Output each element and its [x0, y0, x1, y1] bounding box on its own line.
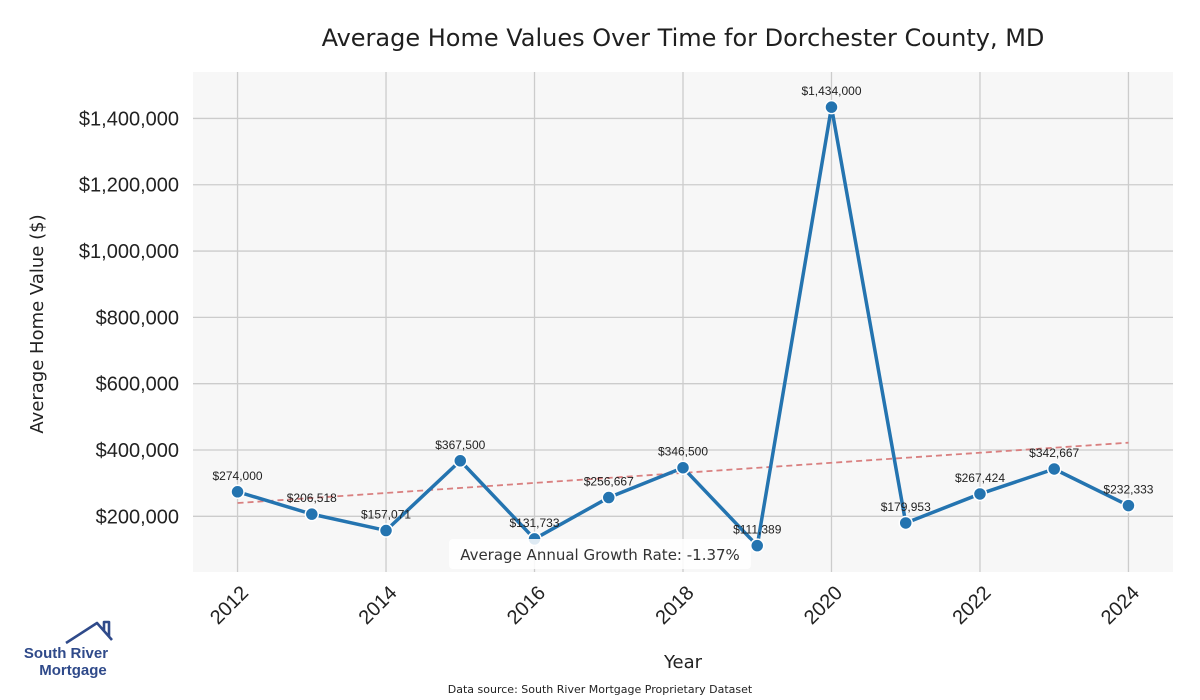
data-label: $1,434,000 — [801, 84, 861, 98]
y-tick-label: $400,000 — [96, 440, 179, 462]
data-source: Data source: South River Mortgage Propri… — [448, 683, 753, 696]
data-label: $274,000 — [213, 469, 263, 483]
trend-line — [237, 441, 1129, 504]
data-label: $111,389 — [733, 523, 782, 537]
annotation-text: Average Annual Growth Rate: -1.37% — [460, 546, 740, 564]
grid — [193, 72, 1173, 572]
data-point — [675, 460, 691, 475]
y-tick-label: $1,400,000 — [79, 108, 179, 130]
data-point — [824, 99, 839, 115]
x-tick-label: 2012 — [206, 582, 253, 629]
y-tick-label: $600,000 — [96, 374, 179, 396]
data-label: $206,518 — [287, 491, 337, 505]
data-label: $256,667 — [584, 475, 634, 489]
data-label: $232,333 — [1103, 483, 1153, 497]
data-point — [230, 484, 245, 500]
chart-title: Average Home Values Over Time for Dorche… — [322, 24, 1045, 52]
growth-annotation: Average Annual Growth Rate: -1.37% — [449, 539, 751, 569]
data-label: $346,500 — [658, 445, 708, 459]
annotation-box — [449, 539, 751, 569]
data-point — [898, 515, 913, 531]
data-point — [1046, 461, 1062, 477]
company-logo: South River Mortgage — [24, 620, 113, 679]
x-tick-label: 2022 — [948, 582, 995, 629]
x-tick-label: 2020 — [800, 582, 847, 629]
data-label: $179,953 — [881, 500, 931, 514]
data-point — [378, 523, 394, 538]
series-layer — [230, 99, 1136, 553]
data-point — [304, 506, 320, 522]
y-tick-label: $800,000 — [96, 307, 179, 329]
data-label: $131,733 — [509, 516, 559, 530]
logo-line-2: Mortgage — [39, 662, 107, 679]
data-label: $367,500 — [435, 438, 485, 452]
x-tick-label: 2014 — [355, 582, 402, 629]
y-axis-label: Average Home Value ($) — [27, 214, 48, 433]
data-point — [601, 490, 617, 505]
x-axis-label: Year — [663, 652, 703, 673]
data-label: $157,071 — [361, 508, 411, 522]
y-tick-label: $1,200,000 — [79, 175, 179, 197]
data-label: $342,667 — [1029, 446, 1079, 460]
y-tick-label: $1,000,000 — [79, 241, 179, 263]
trend-layer — [237, 441, 1129, 504]
data-labels: $274,000 $206,518 $157,071 $367,500 $131,733… — [213, 84, 1154, 537]
x-tick-label: 2024 — [1097, 582, 1144, 629]
house-icon — [65, 620, 113, 645]
data-point — [453, 453, 468, 469]
data-point — [972, 486, 988, 502]
data-point — [1121, 498, 1136, 513]
logo-line-1: South River — [24, 645, 108, 662]
x-tick-label: 2018 — [652, 582, 699, 629]
data-label: $267,424 — [955, 471, 1005, 485]
y-tick-label: $200,000 — [96, 506, 179, 528]
x-tick-label: 2016 — [503, 582, 550, 629]
data-point — [749, 538, 765, 553]
